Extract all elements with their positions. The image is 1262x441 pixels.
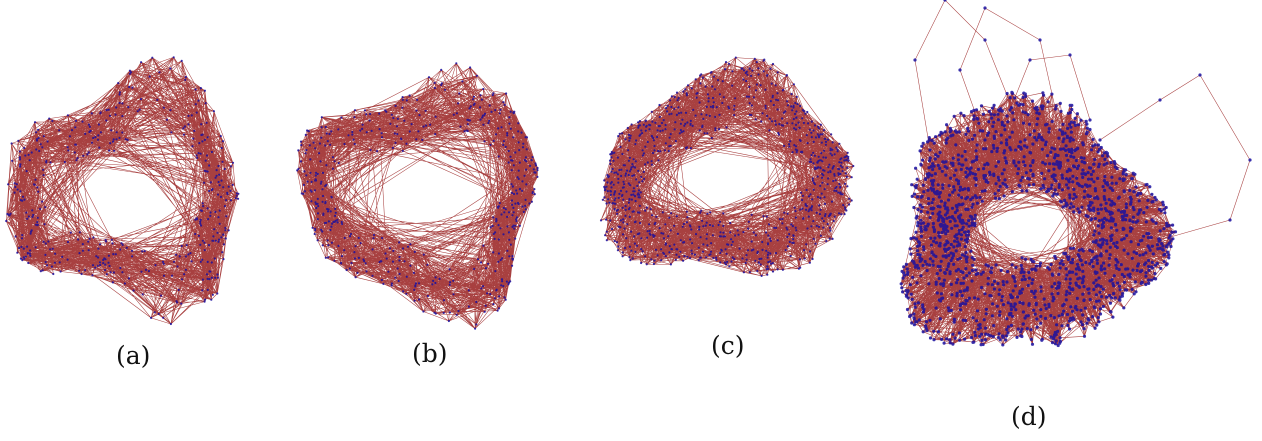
node-set: [5, 56, 240, 326]
edge-bundle: [296, 63, 538, 329]
edge-bundle: [900, 0, 1251, 346]
panel-c-caption: (c): [711, 331, 745, 360]
panel-d-network: [899, 0, 1252, 348]
panel-c-network: [599, 56, 855, 277]
panel-a-network: [5, 56, 240, 326]
edge-bundle: [5, 57, 239, 325]
panel-b-caption: (b): [412, 339, 448, 368]
node-set: [899, 0, 1252, 348]
panel-a-caption: (a): [116, 341, 151, 370]
panel-d-caption: (d): [1011, 402, 1047, 431]
panel-b-network: [296, 62, 539, 330]
